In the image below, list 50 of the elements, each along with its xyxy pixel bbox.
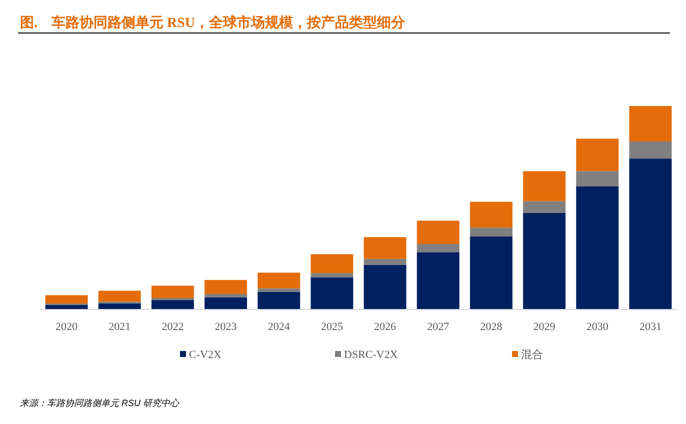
bar [629,142,672,159]
x-tick-label: 2023 [214,321,238,333]
bar [629,158,672,309]
bar [364,258,406,265]
bar [258,292,300,309]
bar [310,273,354,278]
bar [576,171,619,186]
bar [576,138,619,172]
x-tick-label: 2021 [108,321,131,333]
bar [310,254,354,274]
source-note: 来源：车路协同路侧单元 RSU 研究中心 [20,398,180,408]
bar [470,236,512,309]
bar [576,186,619,309]
bar [416,244,460,252]
bar [470,228,512,237]
bar [470,202,512,228]
bar [258,272,300,288]
x-tick-label: 2020 [56,321,78,333]
bar [45,295,88,304]
x-tick-label: 2024 [268,321,290,333]
bar [364,264,406,309]
x-tick-label: 2030 [586,321,609,333]
legend-label: 混合 [521,348,543,361]
bar [258,288,300,292]
bar [416,220,460,244]
x-tick-label: 2027 [427,321,450,333]
x-tick-label: 2028 [480,321,503,333]
legend-label: DSRC-V2X [344,349,398,361]
chart-title: 图. 车路协同路侧单元 RSU，全球市场规模，按产品类型细分 [20,14,406,31]
bar [364,237,406,259]
bar [98,303,141,309]
bar [629,106,672,142]
bar [523,201,566,213]
bar [98,290,141,302]
bar [204,294,248,298]
x-tick-label: 2022 [162,321,184,333]
bar [416,252,460,309]
bar [45,304,88,309]
bar [204,297,248,309]
x-tick-label: 2025 [320,321,344,333]
bar [151,286,194,298]
bar [204,280,248,294]
bar [310,278,354,309]
bar [151,300,194,309]
x-tick-label: 2031 [639,321,662,333]
bar [523,171,566,202]
x-tick-label: 2029 [533,321,556,333]
legend-label: C-V2X [189,349,222,361]
x-tick-label: 2026 [374,321,397,333]
bar [523,212,566,309]
